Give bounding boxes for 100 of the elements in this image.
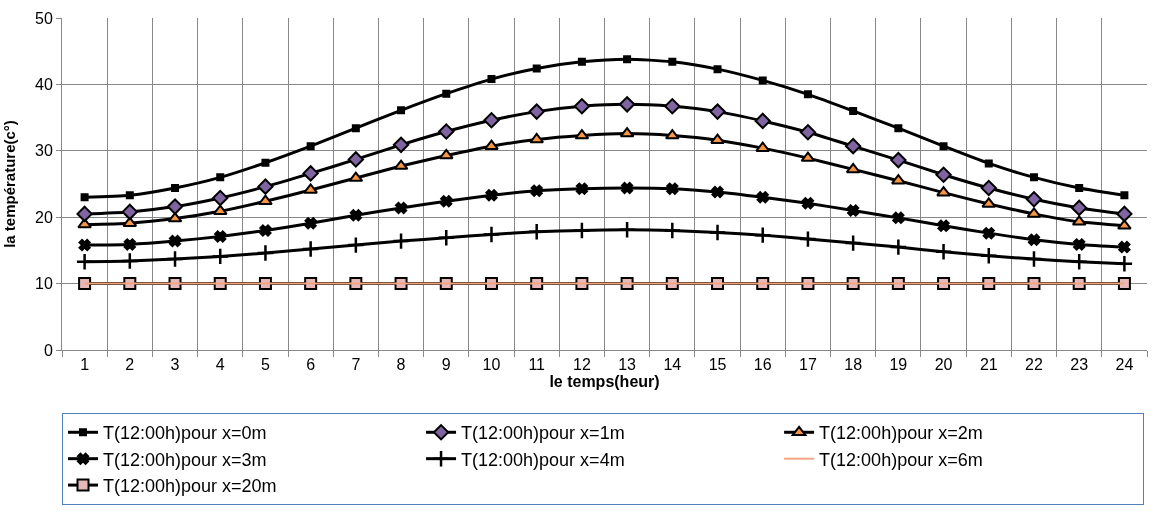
point: [803, 90, 812, 99]
x-tick-label: 7: [351, 356, 361, 374]
point: [936, 186, 951, 197]
x-tick-label: 24: [1115, 356, 1134, 374]
y-tick-label: 10: [35, 275, 53, 293]
point: [256, 244, 275, 263]
point: [442, 89, 451, 98]
point: [1073, 238, 1086, 251]
point: [934, 242, 953, 261]
x-tick-label: 5: [260, 356, 270, 374]
point: [394, 201, 408, 214]
point: [259, 224, 272, 237]
point: [304, 217, 317, 230]
x-tick-label: 10: [482, 356, 501, 374]
legend-label: T(12:00h)pour x=1m: [461, 423, 625, 444]
point: [754, 112, 771, 130]
point: [482, 225, 501, 244]
point: [710, 133, 725, 144]
y-tick-label: 50: [35, 9, 53, 27]
point: [709, 103, 726, 120]
point: [889, 238, 908, 257]
point: [216, 173, 225, 182]
point: [756, 191, 769, 204]
point: [984, 159, 993, 168]
x-tick-label: 13: [618, 356, 637, 374]
point: [935, 166, 952, 183]
point: [1070, 252, 1089, 271]
point: [577, 57, 586, 66]
point: [623, 55, 632, 64]
y-axis-title: la température(c°): [1, 120, 19, 248]
y-tick-label: 20: [35, 208, 53, 226]
point: [799, 124, 817, 141]
point: [758, 76, 767, 85]
point: [78, 238, 91, 252]
x-tick-label: 14: [663, 356, 682, 374]
x-tick-label: 2: [125, 356, 135, 374]
point: [801, 197, 815, 210]
point: [125, 191, 134, 200]
legend-label: T(12:00h)pour x=2m: [819, 423, 983, 444]
point: [798, 230, 817, 249]
point: [845, 138, 862, 155]
point: [1120, 191, 1129, 200]
x-tick-label: 6: [306, 356, 316, 374]
x-tick-label: 19: [889, 356, 908, 374]
point: [166, 250, 184, 268]
point: [438, 148, 454, 160]
x-axis-title: le temps(heur): [549, 373, 660, 391]
point: [572, 221, 591, 240]
point: [301, 240, 320, 259]
point: [894, 124, 903, 133]
point: [1118, 240, 1131, 254]
legend-label: T(12:00h)pour x=3m: [103, 449, 267, 470]
x-tick-label: 23: [1070, 356, 1089, 374]
point: [937, 219, 950, 232]
point: [485, 189, 498, 202]
point: [78, 277, 92, 291]
x-tick-label: 12: [573, 356, 591, 374]
point: [302, 165, 319, 182]
point: [166, 198, 184, 215]
x-tick-label: 16: [753, 356, 772, 374]
point: [214, 230, 227, 243]
point: [753, 226, 772, 245]
point: [349, 209, 362, 222]
point: [532, 64, 541, 73]
point: [171, 183, 180, 192]
point: [440, 195, 453, 208]
point: [392, 232, 411, 251]
point: [713, 65, 722, 74]
point: [844, 234, 863, 253]
x-tick-label: 4: [215, 356, 225, 374]
point: [891, 174, 906, 185]
point: [1027, 233, 1041, 246]
point: [1115, 254, 1134, 273]
point: [1029, 173, 1038, 182]
point: [76, 205, 93, 223]
x-tick-label: 20: [934, 356, 953, 374]
point: [484, 139, 499, 150]
point: [303, 183, 318, 194]
point: [621, 181, 634, 195]
point: [121, 203, 138, 221]
point: [123, 238, 136, 251]
point: [711, 185, 724, 199]
point: [483, 112, 500, 129]
point: [528, 103, 545, 120]
point: [845, 162, 861, 174]
legend-label: T(12:00h)pour x=6m: [819, 449, 983, 470]
x-tick-label: 22: [1025, 356, 1043, 374]
x-tick-label: 9: [441, 356, 451, 374]
point: [168, 235, 182, 248]
y-tick-label: 30: [35, 142, 53, 160]
point: [979, 246, 998, 265]
point: [437, 228, 456, 247]
legend-label: T(12:00h)pour x=0m: [103, 423, 267, 444]
point: [75, 252, 94, 271]
point: [666, 182, 679, 195]
point: [397, 106, 406, 115]
y-tick-label: 0: [43, 341, 53, 359]
point: [1117, 219, 1132, 230]
point: [487, 75, 496, 84]
x-tick-label: 3: [170, 356, 180, 374]
